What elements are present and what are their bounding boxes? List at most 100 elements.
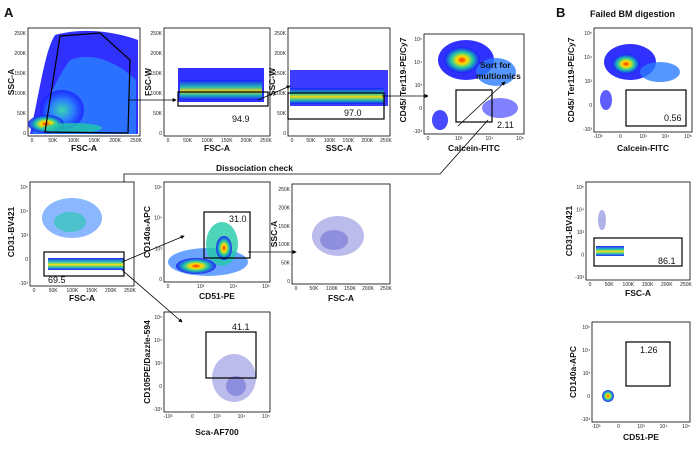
a-plot8-ytick: 10⁴ [154, 338, 162, 344]
a-plot8-xtick: 10⁴ [238, 414, 246, 420]
b-plot3-ytick: 10⁵ [582, 325, 590, 331]
b-plot1-ytick: -10³ [583, 127, 592, 133]
b-plot3-ytick: 10⁴ [582, 348, 590, 354]
plot-a3: 97.0 SSC-W SSC-A [267, 27, 391, 153]
a-plot6-xtick: 10⁵ [262, 284, 270, 290]
plot-a2-ylabel: FSC-W [143, 67, 153, 96]
a-plot7-xtick: 100K [326, 286, 338, 292]
plot-a1-gate [44, 32, 131, 134]
plot-b3-frame [591, 321, 691, 423]
plot-a7-xlabel: FSC-A [328, 293, 354, 303]
b-plot3-ytick: 0 [587, 394, 590, 400]
a-plot3-ytick: 0 [283, 131, 286, 137]
a-plot3-ytick: 250K [274, 31, 286, 37]
b-plot2-ytick: 10³ [577, 230, 585, 236]
b-plot3-xtick: 0 [617, 424, 620, 430]
a-plot6-ytick: 10³ [155, 246, 163, 252]
a-plot7-ytick: 0 [287, 279, 290, 285]
b-plot2-xtick: 0 [589, 282, 592, 288]
plot-b2-frame [585, 181, 691, 281]
a-plot2-xtick: 150K [221, 138, 233, 144]
a-plot5-ytick: -10³ [19, 281, 28, 287]
plot-a5-ylabel: CD31-BV421 [6, 206, 16, 257]
plot-b1-gate-value: 0.56 [664, 113, 682, 123]
b-plot2-ytick: 10⁵ [576, 185, 584, 191]
plot-b3-ylabel: CD140a-APC [568, 346, 578, 398]
a-plot3-xtick: 150K [343, 138, 355, 144]
plot-b2-gate-value: 86.1 [658, 256, 676, 266]
a-plot6-ytick: 10⁴ [154, 216, 162, 222]
plot-a4-xlabel: Calcein-FITC [448, 143, 500, 153]
a-plot5-xtick: 100K [67, 288, 79, 294]
a-plot2-ytick: 200K [150, 51, 162, 57]
a-plot1-ytick: 200K [14, 51, 26, 57]
plot-a1-xlabel: FSC-A [71, 143, 97, 153]
a-plot3-xtick: 50K [306, 138, 316, 144]
plot-a5-gate [43, 251, 125, 277]
plot-a6-gate-value: 31.0 [229, 214, 247, 224]
a-plot3-ytick: 200K [274, 51, 286, 57]
plot-a3-xlabel: SSC-A [326, 143, 352, 153]
plot-a6-ylabel: CD140a-APC [142, 206, 152, 258]
a-plot3-xtick: 200K [361, 138, 373, 144]
a-plot1-xtick: 50K [48, 138, 58, 144]
a-plot5-ytick: 0 [25, 257, 28, 263]
a-plot7-ytick: 250K [278, 187, 290, 193]
b-plot3-ytick: -10³ [581, 417, 590, 423]
b-plot1-ytick: 0 [589, 103, 592, 109]
a-plot7-ytick: 100K [278, 242, 290, 248]
a-plot2-ytick: 50K [153, 111, 163, 117]
a-plot3-xtick: 250K [380, 138, 392, 144]
b-plot3-xtick: 10³ [637, 424, 645, 430]
a-plot7-xtick: 0 [295, 286, 298, 292]
plot-a4: 2.11 Sort for multiomics CD45/ Ter119-PE… [398, 33, 525, 153]
a-plot6-ytick: 0 [159, 277, 162, 283]
arrow-a2-a3 [257, 85, 291, 101]
plot-a3-ylabel: SSC-W [267, 67, 277, 96]
b-plot2-ytick: 10⁴ [576, 208, 584, 214]
a-plot5-xtick: 0 [33, 288, 36, 294]
a-plot1-xtick: 200K [109, 138, 121, 144]
a-plot5-xtick: 250K [124, 288, 136, 294]
plot-a8-gate-value: 41.1 [232, 322, 250, 332]
a-plot8-ytick: 10⁵ [154, 315, 162, 321]
b-plot1-ytick: 10⁴ [584, 55, 592, 61]
a-plot4-ytick: 10³ [415, 83, 423, 89]
a-plot8-xtick: 10³ [213, 414, 221, 420]
plot-b2: 86.1 CD31-BV421 FSC-A [564, 181, 691, 298]
a-plot1-ytick: 50K [17, 111, 27, 117]
a-plot2-ytick: 0 [159, 131, 162, 137]
a-plot2-xtick: 250K [260, 138, 272, 144]
plot-a7-frame [291, 183, 391, 285]
b-plot2-xtick: 100K [623, 282, 635, 288]
b-plot1-xtick: 10⁵ [684, 134, 692, 140]
a-plot2-ytick: 150K [150, 71, 162, 77]
dissociation-label: Dissociation check [216, 163, 293, 173]
plot-a5-xlabel: FSC-A [69, 293, 95, 303]
b-plot3-xtick: -10³ [592, 424, 601, 430]
b-plot1-xtick: -10³ [594, 134, 603, 140]
plot-a8-xlabel: Sca-AF700 [195, 427, 239, 437]
plot-a4-ylabel: CD45/ Ter119-PE/Cy7 [398, 37, 408, 122]
a-plot1-ytick: 0 [23, 131, 26, 137]
plot-a7-ylabel: SSC-A [269, 221, 279, 247]
a-plot3-xtick: 0 [291, 138, 294, 144]
a-plot4-xtick: 10⁴ [485, 136, 493, 142]
plot-a5: 69.5 CD31-BV421 FSC-A [6, 181, 135, 303]
a-plot4-xtick: 0 [427, 136, 430, 142]
b-plot3-ytick: 10³ [583, 371, 591, 377]
plot-a2-gate-value: 94.9 [232, 114, 250, 124]
b-plot2-ytick: 0 [581, 253, 584, 259]
plot-a4-annotation-2: multiomics [476, 71, 521, 81]
plot-a8-ylabel: CD105PE/Dazzle-594 [142, 320, 152, 404]
a-plot4-ytick: -10³ [413, 129, 422, 135]
a-plot5-ytick: 10⁵ [20, 185, 28, 191]
panel-a-letter: A [4, 5, 14, 20]
plot-a8: 41.1 CD105PE/Dazzle-594 Sca-AF700 [142, 311, 271, 437]
a-plot7-xtick: 150K [344, 286, 356, 292]
a-plot1-xtick: 0 [31, 138, 34, 144]
a-plot2-xtick: 100K [201, 138, 213, 144]
plot-a3-gate-value: 97.0 [344, 108, 362, 118]
